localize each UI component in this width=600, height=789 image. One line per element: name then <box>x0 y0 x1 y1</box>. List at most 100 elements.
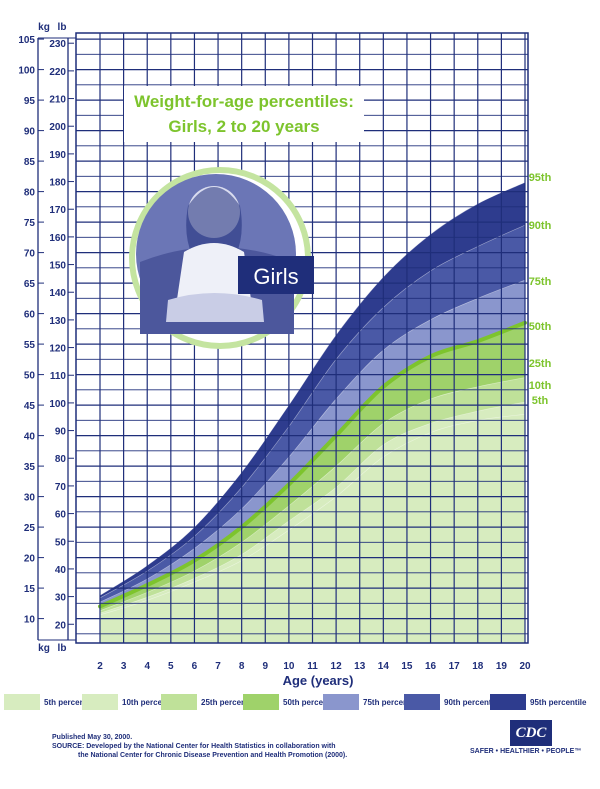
kg-tick-label: 40 <box>24 432 36 443</box>
x-tick-label: 2 <box>97 661 103 672</box>
lb-tick-label: 130 <box>49 316 66 327</box>
kg-tick-label: 85 <box>24 157 36 168</box>
label-95th: 95th <box>529 172 552 184</box>
lb-tick-label: 200 <box>49 122 66 133</box>
lb-tick-label: 170 <box>49 205 66 216</box>
chart-frame <box>75 32 529 644</box>
kg-tick-label: 10 <box>24 615 36 626</box>
x-tick-label: 6 <box>192 661 198 672</box>
lb-unit-bottom: lb <box>58 643 67 654</box>
lb-tick-label: 210 <box>49 95 66 106</box>
legend-swatch <box>404 694 440 710</box>
legend-item: 10th percentile <box>82 692 178 712</box>
lb-unit-top: lb <box>58 22 67 33</box>
kg-tick-label: 30 <box>24 493 36 504</box>
kg-tick-label: 95 <box>24 96 36 107</box>
x-tick-label: 19 <box>496 661 508 672</box>
lb-tick-label: 190 <box>49 150 66 161</box>
lb-tick-label: 140 <box>49 288 66 299</box>
legend-item: 25th percentile <box>161 692 257 712</box>
legend-label: 95th percentile <box>530 697 587 707</box>
footer: Published May 30, 2000. SOURCE: Develope… <box>52 733 347 760</box>
kg-tick-label: 70 <box>24 249 36 260</box>
label-75th: 75th <box>529 276 552 288</box>
lb-tick-label: 80 <box>55 454 67 465</box>
legend-item: 50th percentile <box>243 692 339 712</box>
label-90th: 90th <box>529 220 552 232</box>
lb-tick-label: 180 <box>49 178 66 189</box>
kg-tick-label: 50 <box>24 371 36 382</box>
lb-tick-label: 90 <box>55 427 67 438</box>
legend-item: 90th percentile <box>404 692 500 712</box>
lb-tick-label: 70 <box>55 482 67 493</box>
kg-tick-label: 100 <box>18 66 35 77</box>
label-25th: 25th <box>529 358 552 370</box>
kg-tick-label: 65 <box>24 279 36 290</box>
lb-tick-label: 120 <box>49 344 66 355</box>
legend-item: 75th percentile <box>323 692 419 712</box>
kg-tick-label: 90 <box>24 127 36 138</box>
legend-swatch <box>323 694 359 710</box>
lb-tick-label: 110 <box>50 371 67 382</box>
cdc-tagline: SAFER • HEALTHIER • PEOPLE™ <box>470 748 582 755</box>
label-10th: 10th <box>529 380 552 392</box>
legend-label: 50th percentile <box>283 697 340 707</box>
x-tick-label: 18 <box>472 661 484 672</box>
kg-tick-label: 75 <box>24 218 36 229</box>
kg-tick-label: 25 <box>24 523 36 534</box>
legend-label: 5th percentile <box>44 697 97 707</box>
published-date: Published May 30, 2000. <box>52 734 133 741</box>
legend-swatch <box>161 694 197 710</box>
kg-tick-label: 80 <box>24 188 36 199</box>
kg-tick-label: 15 <box>24 584 36 595</box>
legend-label: 10th percentile <box>122 697 179 707</box>
legend-swatch <box>4 694 40 710</box>
lb-tick-label: 40 <box>55 565 67 576</box>
title-box <box>124 86 364 142</box>
lb-tick-label: 150 <box>49 261 66 272</box>
percentile-end-labels: 95th 90th 75th 50th 25th 10th 5th <box>529 172 552 407</box>
legend-label: 75th percentile <box>363 697 420 707</box>
curve-90th <box>99 224 526 599</box>
legend: 5th percentile 10th percentile 25th percen… <box>0 692 600 714</box>
kg-tick-label: 45 <box>24 401 36 412</box>
kg-tick-label: 55 <box>24 340 36 351</box>
x-tick-label: 12 <box>331 661 343 672</box>
x-tick-label: 20 <box>519 661 531 672</box>
kg-tick-label: 60 <box>24 310 36 321</box>
cdc-logo: CDC <box>510 720 552 746</box>
kg-tick-label: 20 <box>24 554 36 565</box>
kg-tick-label: 35 <box>24 462 36 473</box>
lb-tick-label: 100 <box>49 399 66 410</box>
label-5th: 5th <box>532 395 549 407</box>
x-tick-label: 10 <box>283 661 295 672</box>
legend-swatch <box>490 694 526 710</box>
x-tick-label: 8 <box>239 661 245 672</box>
x-tick-label: 11 <box>307 661 318 672</box>
girls-badge <box>238 256 314 294</box>
legend-swatch <box>82 694 118 710</box>
kg-tick-label: 105 <box>18 35 35 46</box>
lb-tick-label: 220 <box>49 67 66 78</box>
x-tick-label: 3 <box>121 661 127 672</box>
lb-tick-label: 60 <box>55 510 67 521</box>
x-tick-label: 16 <box>425 661 437 672</box>
chart-title: Weight-for-age percentiles: <box>134 92 354 111</box>
lb-tick-label: 20 <box>55 620 67 631</box>
x-tick-label: 15 <box>401 661 413 672</box>
lb-tick-label: 50 <box>55 537 67 548</box>
x-tick-label: 5 <box>168 661 174 672</box>
legend-item: 5th percentile <box>4 692 96 712</box>
kg-unit-bottom: kg <box>38 643 50 654</box>
x-tick-label: 13 <box>354 661 366 672</box>
lb-tick-label: 230 <box>49 39 66 50</box>
x-tick-label: 7 <box>215 661 221 672</box>
source-line-1: SOURCE: Developed by the National Center… <box>52 743 336 750</box>
lb-tick-label: 30 <box>55 593 67 604</box>
legend-item: 95th percentile <box>490 692 586 712</box>
legend-swatch <box>243 694 279 710</box>
x-tick-label: 14 <box>378 661 390 672</box>
x-tick-label: 9 <box>262 661 268 672</box>
